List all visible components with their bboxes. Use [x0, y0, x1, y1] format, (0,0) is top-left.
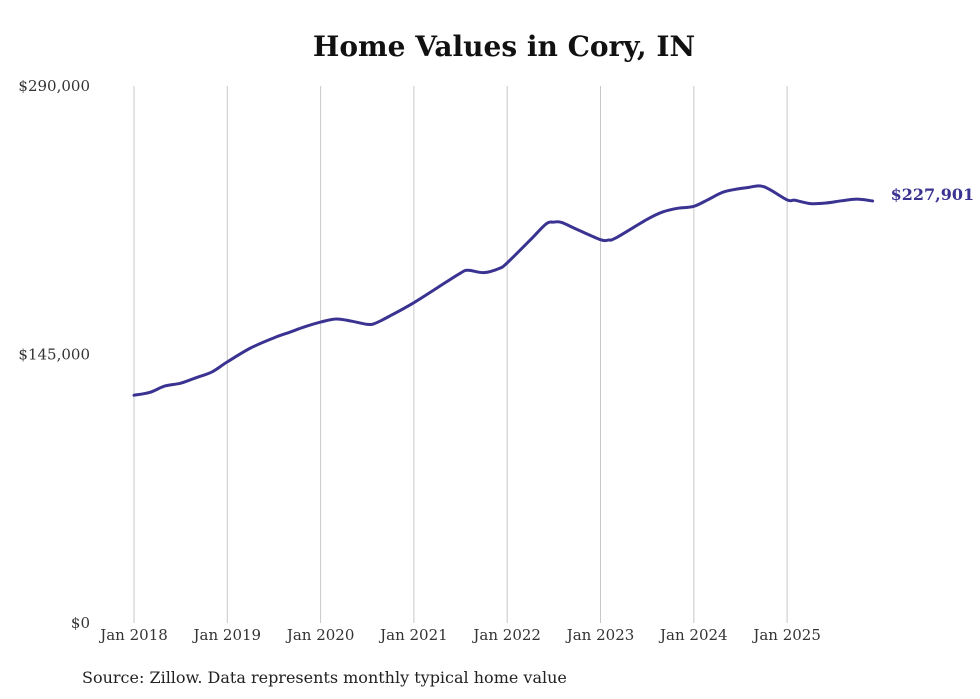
x-tick-label: Jan 2018 — [98, 626, 168, 644]
y-tick-label: $290,000 — [18, 77, 90, 95]
vertical-gridlines — [133, 86, 788, 623]
latest-value-label: $227,901 — [891, 185, 975, 204]
y-axis-tick-labels: $0 $145,000 $290,000 — [18, 77, 90, 632]
y-tick-label: $145,000 — [18, 346, 90, 364]
x-tick-label: Jan 2021 — [378, 626, 448, 644]
home-value-line — [132, 184, 875, 397]
x-tick-label: Jan 2024 — [658, 626, 728, 644]
chart-title: Home Values in Cory, IN — [312, 30, 696, 63]
x-tick-label: Jan 2023 — [565, 626, 635, 644]
x-axis-tick-labels: Jan 2018 Jan 2019 Jan 2020 Jan 2021 Jan 2022… — [98, 626, 821, 644]
x-tick-label: Jan 2025 — [751, 626, 821, 644]
x-tick-label: Jan 2019 — [192, 626, 262, 644]
x-tick-label: Jan 2020 — [285, 626, 355, 644]
source-note: Source: Zillow. Data represents monthly … — [82, 668, 567, 687]
y-tick-label: $0 — [71, 614, 90, 632]
x-tick-label: Jan 2022 — [471, 626, 541, 644]
